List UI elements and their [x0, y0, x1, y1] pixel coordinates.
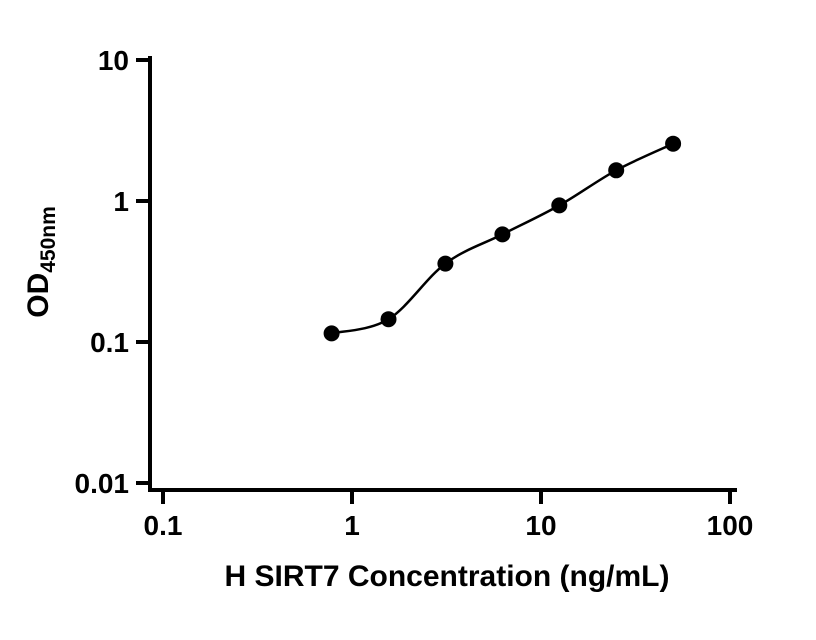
x-axis-title: H SIRT7 Concentration (ng/mL) [225, 560, 670, 593]
y-tick-label: 1 [113, 186, 129, 217]
data-point [323, 325, 340, 342]
x-tick-label: 10 [525, 510, 556, 541]
data-point [380, 311, 397, 328]
y-tick-label: 10 [98, 45, 129, 76]
y-axis-title-subscript: 450nm [37, 206, 60, 273]
y-axis-title: OD450nm [22, 206, 60, 318]
plot-area: 0.1 1 10 100 10 1 0.1 0.01 [75, 45, 754, 541]
y-tick-label: 0.01 [75, 468, 130, 499]
data-point [437, 255, 454, 272]
data-point [494, 226, 511, 243]
x-tick-label: 0.1 [144, 510, 183, 541]
data-point [551, 197, 568, 214]
x-tick-label: 1 [344, 510, 360, 541]
y-tick-label: 0.1 [90, 327, 129, 358]
x-tick-label: 100 [707, 510, 754, 541]
data-point [665, 135, 682, 152]
data-point [608, 162, 625, 179]
y-axis-title-main: OD [22, 273, 55, 318]
